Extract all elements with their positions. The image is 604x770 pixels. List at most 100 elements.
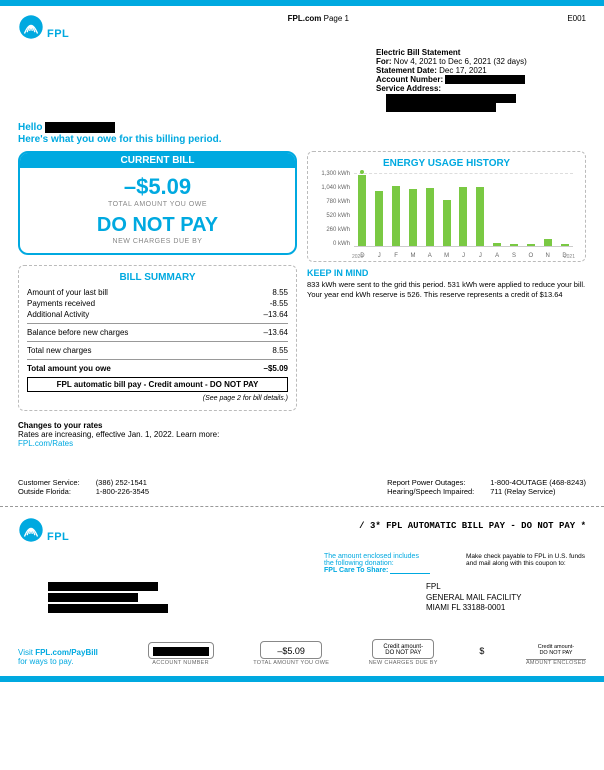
- stub-logo: FPL: [18, 517, 69, 543]
- header-row: FPL FPL.com Page 1 E001: [18, 14, 586, 40]
- acct-box: [148, 642, 214, 659]
- redacted-from1: [48, 582, 158, 591]
- acct-label: Account Number:: [376, 75, 443, 84]
- total-value: –$5.09: [264, 364, 288, 373]
- address-row: FPL GENERAL MAIL FACILITY MIAMI FL 33188…: [18, 582, 586, 613]
- changes-link[interactable]: FPL.com/Rates: [18, 439, 586, 448]
- chart-bar: [443, 200, 451, 247]
- bill-page: FPL FPL.com Page 1 E001 Electric Bill St…: [0, 0, 604, 682]
- x-tick: A: [489, 253, 506, 259]
- stub-logo-text: FPL: [47, 531, 69, 543]
- account-block: Electric Bill Statement For: Nov 4, 2021…: [376, 48, 586, 112]
- donation-l1: The amount enclosed includes: [324, 553, 454, 560]
- y-tick: 0 kWh: [316, 241, 350, 247]
- total-row: Total amount you owe –$5.09: [27, 363, 288, 374]
- summary-row-value: –13.64: [264, 310, 288, 319]
- outage-value: 1-800-4OUTAGE (468-8243): [490, 478, 586, 487]
- x-tick: A: [421, 253, 438, 259]
- chart-bar: [392, 186, 400, 246]
- x-tick: M: [438, 253, 455, 259]
- amount-owed: –$5.09: [20, 174, 295, 200]
- payment-stub: FPL / 3* FPL AUTOMATIC BILL PAY - DO NOT…: [0, 513, 604, 676]
- cs-value: (386) 252-1541: [96, 478, 149, 487]
- summary-row-value: 8.55: [272, 288, 288, 297]
- visit-prefix: Visit: [18, 648, 35, 657]
- bar-wrap: [489, 243, 506, 246]
- chart-bar: [358, 175, 366, 247]
- fpl-logo-icon: [18, 517, 44, 543]
- donation-l3: FPL Care To Share:: [324, 567, 388, 574]
- visit-link[interactable]: FPL.com/PayBill: [35, 648, 98, 657]
- summary-row: Amount of your last bill 8.55: [27, 287, 288, 298]
- do-not-pay: DO NOT PAY: [20, 214, 295, 237]
- fpl-logo: FPL: [18, 14, 69, 40]
- stmt-date-label: Statement Date:: [376, 66, 437, 75]
- summary-title: BILL SUMMARY: [27, 272, 288, 283]
- current-bill-body: –$5.09 TOTAL AMOUNT YOU OWE DO NOT PAY N…: [20, 168, 295, 253]
- x-tick: J: [472, 253, 489, 259]
- x-tick: N: [539, 253, 556, 259]
- chart-title: ENERGY USAGE HISTORY: [316, 158, 577, 169]
- amt-box-label: AMOUNT ENCLOSED: [526, 659, 586, 666]
- balance-value: –13.64: [264, 328, 288, 337]
- summary-row-label: Amount of your last bill: [27, 288, 108, 297]
- chart-bar: [375, 191, 383, 247]
- chart-bar: [459, 187, 467, 246]
- bar-wrap: [438, 200, 455, 247]
- amt-l2: DO NOT PAY: [535, 650, 577, 656]
- due-box-col: Credit amount- DO NOT PAY NEW CHARGES DU…: [369, 639, 438, 666]
- chart-bar: [510, 244, 518, 246]
- bar-wrap: [455, 187, 472, 246]
- svc-label: Service Address:: [376, 84, 441, 93]
- for-value: Nov 4, 2021 to Dec 6, 2021 (32 days): [394, 57, 527, 66]
- new-charges-value: 8.55: [272, 346, 288, 355]
- bar-wrap: [421, 188, 438, 246]
- see-page2: (See page 2 for bill details.): [27, 395, 288, 402]
- page-indicator: FPL.com Page 1: [288, 14, 349, 23]
- mail-to-address: FPL GENERAL MAIL FACILITY MIAMI FL 33188…: [426, 582, 566, 613]
- stmt-title: Electric Bill Statement: [376, 48, 460, 57]
- acct-box-label: ACCOUNT NUMBER: [152, 660, 209, 666]
- summary-row-label: Payments received: [27, 299, 95, 308]
- page-number: Page 1: [324, 14, 349, 23]
- check-instructions: Make check payable to FPL in U.S. funds …: [466, 553, 586, 574]
- bar-wrap: [472, 187, 489, 247]
- chart-bar: [476, 187, 484, 247]
- chart-bar: [493, 243, 501, 246]
- stub-banner: / 3* FPL AUTOMATIC BILL PAY - DO NOT PAY…: [359, 521, 586, 531]
- y-axis-labels: 1,300 kWh1,040 kWh780 kWh520 kWh260 kWh0…: [316, 171, 350, 247]
- x-tick: F: [388, 253, 405, 259]
- bar-wrap: [556, 244, 573, 246]
- current-bill-title: CURRENT BILL: [20, 153, 295, 168]
- amt-box: Credit amount- DO NOT PAY: [531, 640, 581, 658]
- chart-area: 1,300 kWh1,040 kWh780 kWh520 kWh260 kWh0…: [316, 171, 577, 259]
- chart-bar: [561, 244, 569, 246]
- mailto-l3: MIAMI FL 33188-0001: [426, 603, 566, 613]
- x-tick: M: [405, 253, 422, 259]
- site-label: FPL.com: [288, 14, 322, 23]
- redacted-name: [45, 122, 115, 133]
- y-tick: 520 kWh: [316, 213, 350, 219]
- summary-row: Payments received-8.55: [27, 298, 288, 309]
- bar-wrap: [388, 186, 405, 246]
- kim-title: KEEP IN MIND: [307, 268, 586, 278]
- rate-changes: Changes to your rates Rates are increasi…: [18, 421, 586, 448]
- energy-chart: ENERGY USAGE HISTORY 1,300 kWh1,040 kWh7…: [307, 151, 586, 262]
- fpl-logo-icon: [18, 14, 44, 40]
- dollar-sign: $: [479, 646, 484, 656]
- bill-summary: BILL SUMMARY Amount of your last bill 8.5…: [18, 265, 297, 411]
- summary-note: FPL automatic bill pay - Credit amount -…: [27, 377, 288, 392]
- x-tick: O: [522, 253, 539, 259]
- paybill-row: Visit FPL.com/PayBill for ways to pay. A…: [18, 639, 586, 666]
- contact-right: Report Power Outages: Hearing/Speech Imp…: [387, 478, 586, 496]
- amt-box-col: Credit amount- DO NOT PAY AMOUNT ENCLOSE…: [526, 640, 586, 666]
- donation-text: The amount enclosed includes the followi…: [324, 553, 454, 574]
- donation-row: The amount enclosed includes the followi…: [18, 553, 586, 574]
- chart-bars: [354, 173, 573, 247]
- x-tick: S: [506, 253, 523, 259]
- bar-wrap: [522, 244, 539, 246]
- paybill-text: Visit FPL.com/PayBill for ways to pay.: [18, 648, 108, 666]
- chart-bar: [426, 188, 434, 246]
- donation-blank: [390, 567, 430, 574]
- bar-wrap: [354, 170, 371, 247]
